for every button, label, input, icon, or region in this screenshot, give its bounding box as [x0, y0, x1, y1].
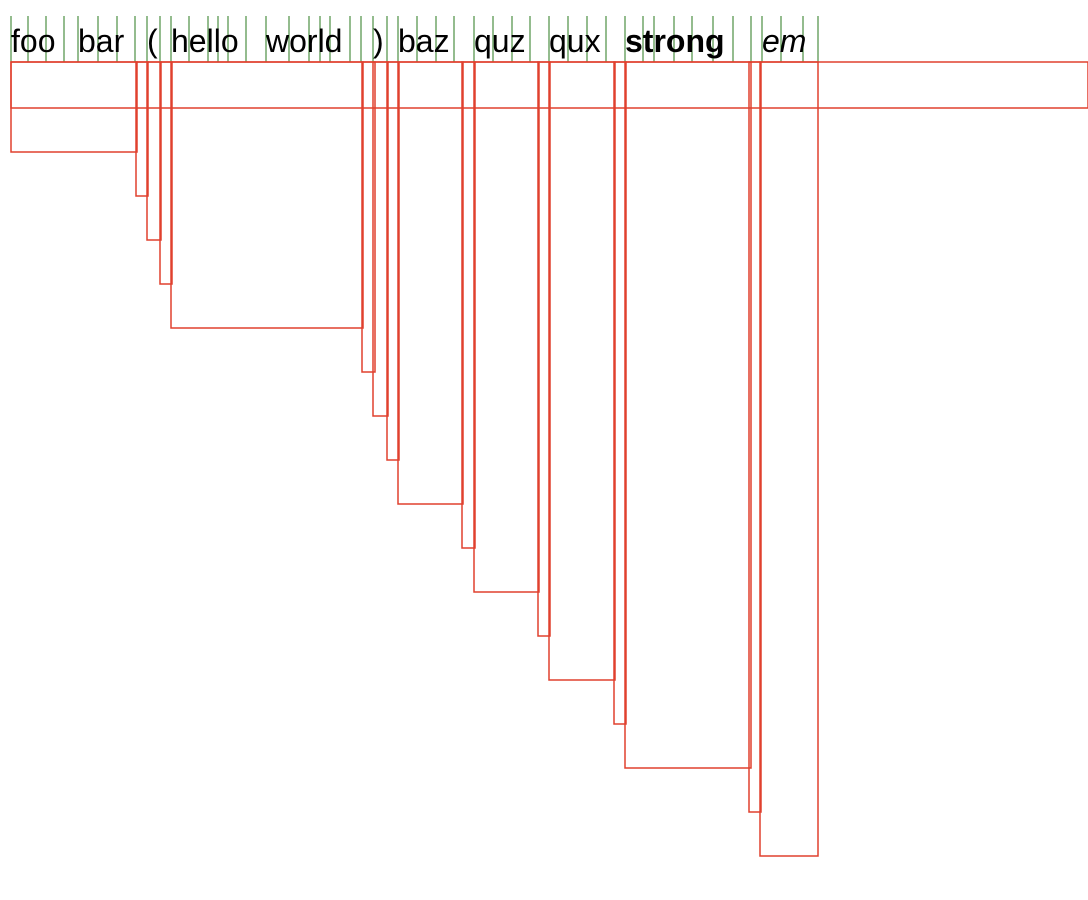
layout-box: [548, 61, 616, 681]
layout-box: [135, 61, 149, 197]
text-row: foo bar ( hello world ) baz quz qux stro…: [11, 23, 806, 59]
token-qux: qux: [549, 23, 601, 59]
glyph-boundary-lines: [10, 16, 819, 62]
layout-box: [613, 61, 627, 725]
token-quz: quz: [474, 23, 526, 59]
token-baz: baz: [398, 23, 450, 59]
token-hello: hello: [171, 23, 239, 59]
token-open-paren: (: [147, 23, 158, 59]
layout-box: [386, 61, 400, 461]
token-close-paren: ): [373, 23, 384, 59]
layout-box: [170, 61, 364, 329]
layout-box: [461, 61, 476, 549]
layout-box: [159, 61, 173, 285]
token-world: world: [265, 23, 342, 59]
layout-box: [537, 61, 551, 637]
layout-box: [10, 61, 138, 153]
token-strong: strong: [625, 23, 725, 59]
layout-box: [759, 61, 819, 857]
layout-box: [624, 61, 752, 769]
layout-box: [397, 61, 464, 505]
token-foo: foo: [11, 23, 55, 59]
layout-box: [372, 61, 389, 417]
token-bar: bar: [78, 23, 125, 59]
layout-box: [748, 61, 762, 813]
layout-box: [361, 61, 376, 373]
layout-box: [146, 61, 162, 241]
token-em: em: [762, 23, 806, 59]
layout-box: [473, 61, 540, 593]
layout-boxes: [10, 61, 1088, 857]
